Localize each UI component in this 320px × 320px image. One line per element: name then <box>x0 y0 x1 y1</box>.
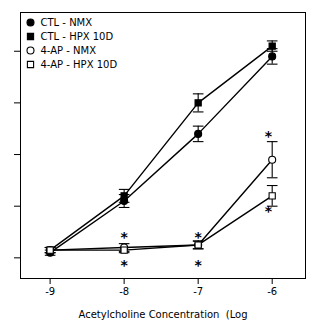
svg-text:*: * <box>120 229 128 245</box>
svg-text:*: * <box>265 128 273 144</box>
svg-text:*: * <box>265 203 273 219</box>
svg-text:-8: -8 <box>119 286 129 297</box>
svg-text:4-AP - NMX: 4-AP - NMX <box>41 45 97 56</box>
svg-text:-6: -6 <box>267 286 277 297</box>
svg-text:Acetylcholine Concentration (: Acetylcholine Concentration (Log <box>79 309 248 320</box>
svg-text:*: * <box>194 229 202 245</box>
svg-text:CTL - NMX: CTL - NMX <box>41 17 93 28</box>
svg-text:CTL - HPX 10D: CTL - HPX 10D <box>41 31 114 42</box>
svg-text:*: * <box>120 257 128 273</box>
svg-text:*: * <box>194 257 202 273</box>
svg-text:4-AP - HPX 10D: 4-AP - HPX 10D <box>41 59 118 70</box>
svg-text:-9: -9 <box>45 286 55 297</box>
svg-text:-7: -7 <box>193 286 203 297</box>
